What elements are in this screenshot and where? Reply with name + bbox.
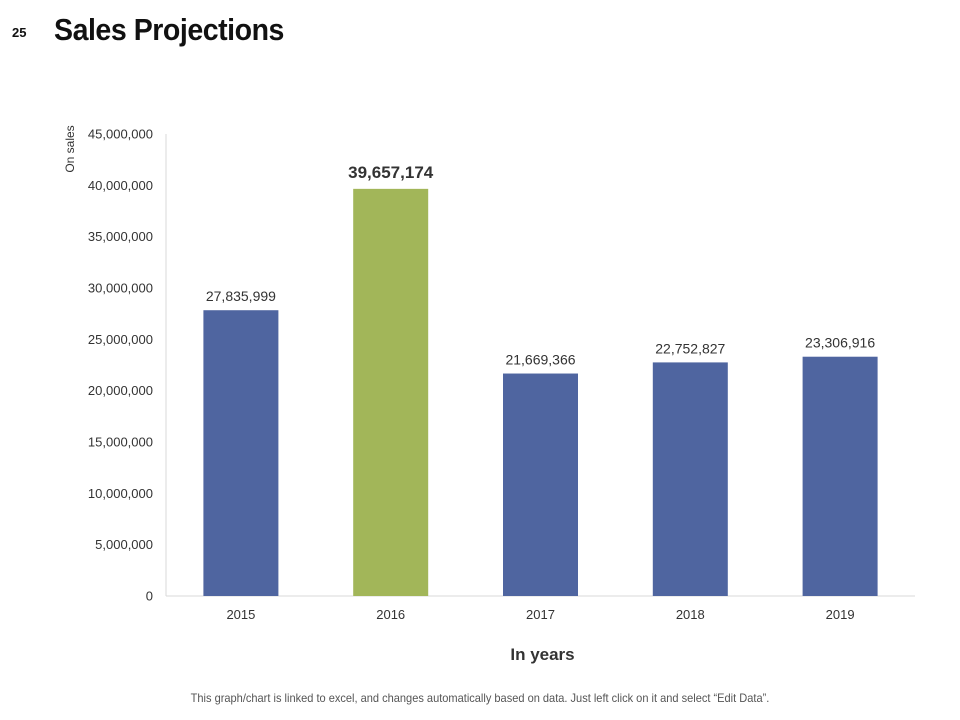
- x-tick-label-2016: 2016: [376, 607, 405, 622]
- data-label-2016: 39,657,174: [348, 163, 434, 182]
- data-label-2019: 23,306,916: [805, 335, 875, 351]
- slide-number: 25: [12, 25, 27, 40]
- data-label-2017: 21,669,366: [505, 352, 575, 368]
- footnote: This graph/chart is linked to excel, and…: [190, 691, 770, 705]
- x-tick-label-2017: 2017: [526, 607, 555, 622]
- data-label-2018: 22,752,827: [655, 340, 725, 356]
- bar-2015[interactable]: [203, 310, 279, 596]
- y-tick-label: 0: [146, 589, 153, 604]
- page-title: Sales Projections: [54, 12, 284, 47]
- bar-2016[interactable]: [353, 188, 429, 596]
- bar-2018[interactable]: [652, 362, 728, 596]
- data-label-2015: 27,835,999: [206, 288, 276, 304]
- y-tick-label: 40,000,000: [88, 178, 153, 193]
- y-tick-label: 10,000,000: [88, 486, 153, 501]
- y-tick-label: 30,000,000: [88, 281, 153, 296]
- y-tick-label: 45,000,000: [88, 127, 153, 142]
- y-tick-label: 5,000,000: [95, 537, 153, 552]
- y-axis-title: On sales: [63, 125, 77, 172]
- y-tick-label: 15,000,000: [88, 435, 153, 450]
- x-tick-label-2019: 2019: [826, 607, 855, 622]
- y-tick-label: 25,000,000: [88, 332, 153, 347]
- x-tick-label-2018: 2018: [676, 607, 705, 622]
- x-tick-label-2015: 2015: [226, 607, 255, 622]
- bar-2019[interactable]: [802, 356, 878, 596]
- bar-2017[interactable]: [503, 373, 578, 596]
- x-axis-title: In years: [510, 645, 574, 664]
- y-tick-label: 20,000,000: [88, 383, 153, 398]
- y-tick-label: 35,000,000: [88, 229, 153, 244]
